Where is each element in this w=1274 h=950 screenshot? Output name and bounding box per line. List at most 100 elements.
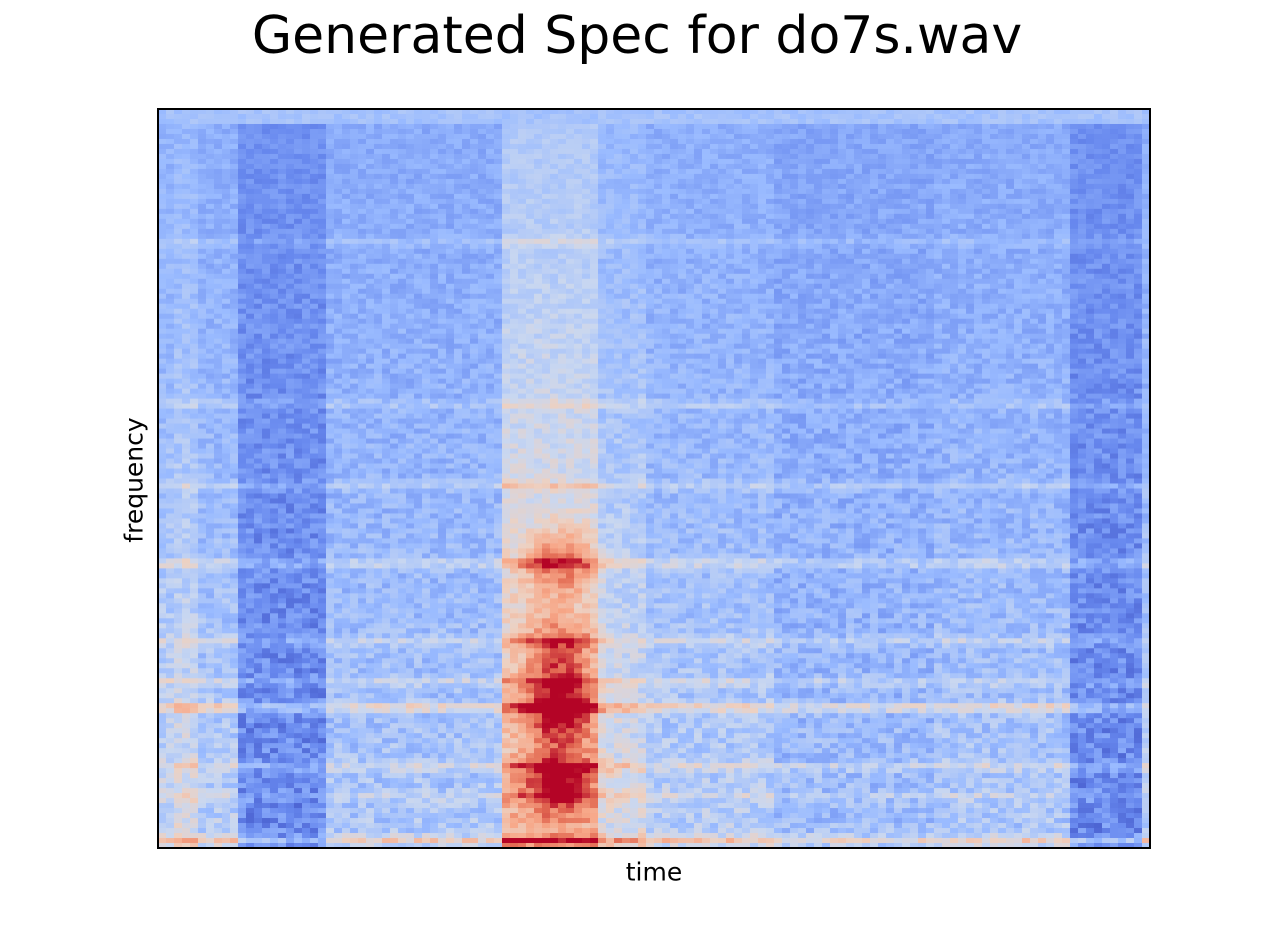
heatmap-cell xyxy=(406,433,415,440)
heatmap-cell xyxy=(198,123,207,130)
heatmap-cell xyxy=(174,548,183,554)
heatmap-cell xyxy=(350,528,359,535)
heatmap-cell xyxy=(358,188,367,195)
heatmap-cell xyxy=(302,583,311,589)
heatmap-cell xyxy=(270,343,279,350)
heatmap-cell xyxy=(190,663,199,669)
heatmap-cell xyxy=(374,458,383,465)
heatmap-cell xyxy=(174,128,183,135)
heatmap-cell xyxy=(222,693,231,699)
heatmap-cell xyxy=(182,643,191,649)
heatmap-cell xyxy=(318,323,327,330)
heatmap-cell xyxy=(190,143,199,150)
heatmap-cell xyxy=(382,598,391,604)
heatmap-cell xyxy=(294,243,303,250)
heatmap-cell xyxy=(230,263,239,270)
heatmap-cell xyxy=(302,473,311,480)
heatmap-cell xyxy=(190,408,199,415)
heatmap-cell xyxy=(350,388,359,395)
heatmap-cell xyxy=(222,543,231,549)
heatmap-cell xyxy=(278,483,287,490)
heatmap-cell xyxy=(230,788,239,794)
heatmap-cell xyxy=(326,423,335,430)
heatmap-cell xyxy=(206,358,215,365)
heatmap-cell xyxy=(334,758,343,764)
heatmap-cell xyxy=(302,703,311,709)
heatmap-cell xyxy=(166,158,175,165)
heatmap-cell xyxy=(246,578,255,584)
heatmap-cell xyxy=(390,698,399,704)
heatmap-cell xyxy=(262,833,271,839)
heatmap-cell xyxy=(182,238,191,245)
heatmap-cell xyxy=(390,313,399,320)
heatmap-cell xyxy=(278,348,287,355)
heatmap-cell xyxy=(278,403,287,410)
heatmap-cell xyxy=(190,288,199,295)
heatmap-cell xyxy=(246,493,255,500)
heatmap-cell xyxy=(406,138,415,145)
heatmap-cell xyxy=(270,418,279,425)
heatmap-cell xyxy=(230,403,239,410)
heatmap-cell xyxy=(310,523,319,530)
heatmap-cell xyxy=(294,768,303,774)
heatmap-cell xyxy=(246,793,255,799)
heatmap-cell xyxy=(286,248,295,255)
heatmap-cell xyxy=(326,438,335,445)
heatmap-cell xyxy=(182,443,191,450)
heatmap-cell xyxy=(294,488,303,495)
heatmap-cell xyxy=(294,473,303,480)
heatmap-cell xyxy=(206,768,215,774)
heatmap-cell xyxy=(406,183,415,190)
heatmap-cell xyxy=(390,453,399,460)
heatmap-cell xyxy=(190,198,199,205)
heatmap-cell xyxy=(214,223,223,230)
heatmap-cell xyxy=(254,133,263,140)
heatmap-cell xyxy=(198,288,207,295)
heatmap-cell xyxy=(294,623,303,629)
heatmap-cell xyxy=(350,248,359,255)
heatmap-cell xyxy=(358,343,367,350)
heatmap-cell xyxy=(390,793,399,799)
heatmap-cell xyxy=(174,318,183,325)
heatmap-cell xyxy=(406,688,415,694)
heatmap-cell xyxy=(310,373,319,380)
heatmap-cell xyxy=(310,673,319,679)
heatmap-cell xyxy=(350,473,359,480)
heatmap-cell xyxy=(246,638,255,644)
heatmap-cell xyxy=(342,178,351,185)
heatmap-cell xyxy=(286,743,295,749)
heatmap-cell xyxy=(398,298,407,305)
heatmap-cell xyxy=(366,808,375,814)
heatmap-cell xyxy=(278,628,287,634)
heatmap-cell xyxy=(422,223,431,230)
heatmap-cell xyxy=(374,703,383,709)
heatmap-cell xyxy=(302,113,311,120)
heatmap-cell xyxy=(294,788,303,794)
heatmap-cell xyxy=(398,493,407,500)
heatmap-cell xyxy=(222,413,231,420)
heatmap-cell xyxy=(358,783,367,789)
heatmap-cell xyxy=(286,313,295,320)
heatmap-cell xyxy=(350,308,359,315)
heatmap-cell xyxy=(326,168,335,175)
heatmap-cell xyxy=(198,763,207,769)
heatmap-cell xyxy=(414,633,423,639)
heatmap-cell xyxy=(374,428,383,435)
heatmap-cell xyxy=(182,553,191,559)
heatmap-cell xyxy=(366,833,375,839)
heatmap-cell xyxy=(206,763,215,769)
heatmap-cell xyxy=(270,493,279,500)
heatmap-cell xyxy=(414,603,423,609)
heatmap-cell xyxy=(158,308,167,315)
heatmap-cell xyxy=(262,628,271,634)
heatmap-cell xyxy=(190,278,199,285)
heatmap-cell xyxy=(358,323,367,330)
heatmap-cell xyxy=(174,228,183,235)
heatmap-cell xyxy=(414,398,423,405)
heatmap-cell xyxy=(262,583,271,589)
heatmap-cell xyxy=(406,348,415,355)
heatmap-cell xyxy=(198,698,207,704)
heatmap-cell xyxy=(214,763,223,769)
heatmap-cell xyxy=(262,373,271,380)
heatmap-cell xyxy=(230,528,239,535)
